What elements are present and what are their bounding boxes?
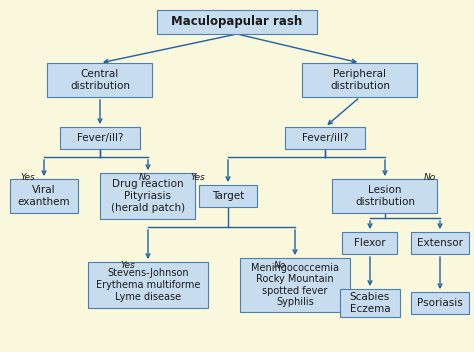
FancyBboxPatch shape (88, 262, 208, 308)
Text: Fever/ill?: Fever/ill? (302, 133, 348, 143)
Text: Psoriasis: Psoriasis (417, 298, 463, 308)
FancyBboxPatch shape (332, 179, 438, 213)
FancyBboxPatch shape (285, 127, 365, 149)
Text: No: No (139, 174, 151, 182)
FancyBboxPatch shape (411, 232, 469, 254)
Text: Yes: Yes (120, 260, 136, 270)
FancyBboxPatch shape (47, 63, 153, 97)
Text: Maculopapular rash: Maculopapular rash (172, 15, 302, 29)
Text: Viral
exanthem: Viral exanthem (18, 185, 70, 207)
FancyBboxPatch shape (340, 289, 400, 317)
Text: No: No (274, 260, 286, 270)
Text: Yes: Yes (21, 174, 36, 182)
FancyBboxPatch shape (60, 127, 140, 149)
Text: Peripheral
distribution: Peripheral distribution (330, 69, 390, 91)
Text: Lesion
distribution: Lesion distribution (355, 185, 415, 207)
Text: Central
distribution: Central distribution (70, 69, 130, 91)
Text: Yes: Yes (191, 174, 205, 182)
Text: Flexor: Flexor (354, 238, 386, 248)
Text: Fever/ill?: Fever/ill? (77, 133, 123, 143)
Text: Stevens-Johnson
Erythema multiforme
Lyme disease: Stevens-Johnson Erythema multiforme Lyme… (96, 268, 200, 302)
Text: Meningococcemia
Rocky Mountain
spotted fever
Syphilis: Meningococcemia Rocky Mountain spotted f… (251, 263, 339, 307)
FancyBboxPatch shape (157, 10, 317, 34)
Text: Drug reaction
Pityriasis
(herald patch): Drug reaction Pityriasis (herald patch) (111, 180, 185, 213)
Text: Scabies
Eczema: Scabies Eczema (350, 292, 390, 314)
Text: Extensor: Extensor (417, 238, 463, 248)
FancyBboxPatch shape (199, 185, 257, 207)
FancyBboxPatch shape (343, 232, 398, 254)
Text: No: No (424, 174, 436, 182)
FancyBboxPatch shape (100, 173, 195, 219)
FancyBboxPatch shape (411, 292, 469, 314)
FancyBboxPatch shape (302, 63, 418, 97)
FancyBboxPatch shape (10, 179, 78, 213)
FancyBboxPatch shape (240, 258, 350, 312)
Text: Target: Target (212, 191, 244, 201)
